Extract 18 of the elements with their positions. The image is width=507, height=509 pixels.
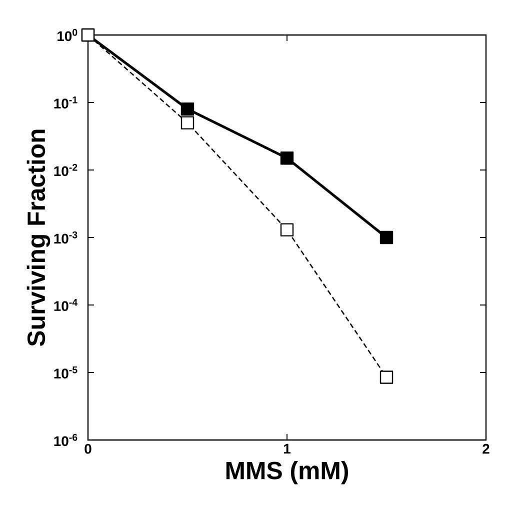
y-tick-label: 10$^{-1}$	[54, 96, 78, 109]
y-axis-title: Surviving Fraction	[26, 130, 50, 346]
point	[280, 223, 294, 236]
x-axis-title: MMS (mM)	[226, 461, 348, 484]
point	[380, 230, 394, 244]
point	[280, 152, 294, 165]
point	[180, 102, 194, 116]
x-tick-label: 1	[284, 444, 290, 454]
y-tick-label: 10$^{0}$	[58, 28, 78, 42]
point	[380, 370, 394, 384]
y-tick-label: 10$^{-3}$	[54, 231, 78, 244]
y-tick-label: 10$^{-5}$	[54, 366, 78, 379]
x-tick-label: 2	[482, 444, 490, 454]
point	[180, 116, 194, 130]
x-tick-label: 0	[84, 444, 92, 454]
y-tick-label: 10$^{-6}$	[54, 434, 78, 446]
y-tick-label: 10$^{-2}$	[54, 164, 78, 176]
y-tick-label: 10$^{-4}$	[54, 298, 78, 312]
